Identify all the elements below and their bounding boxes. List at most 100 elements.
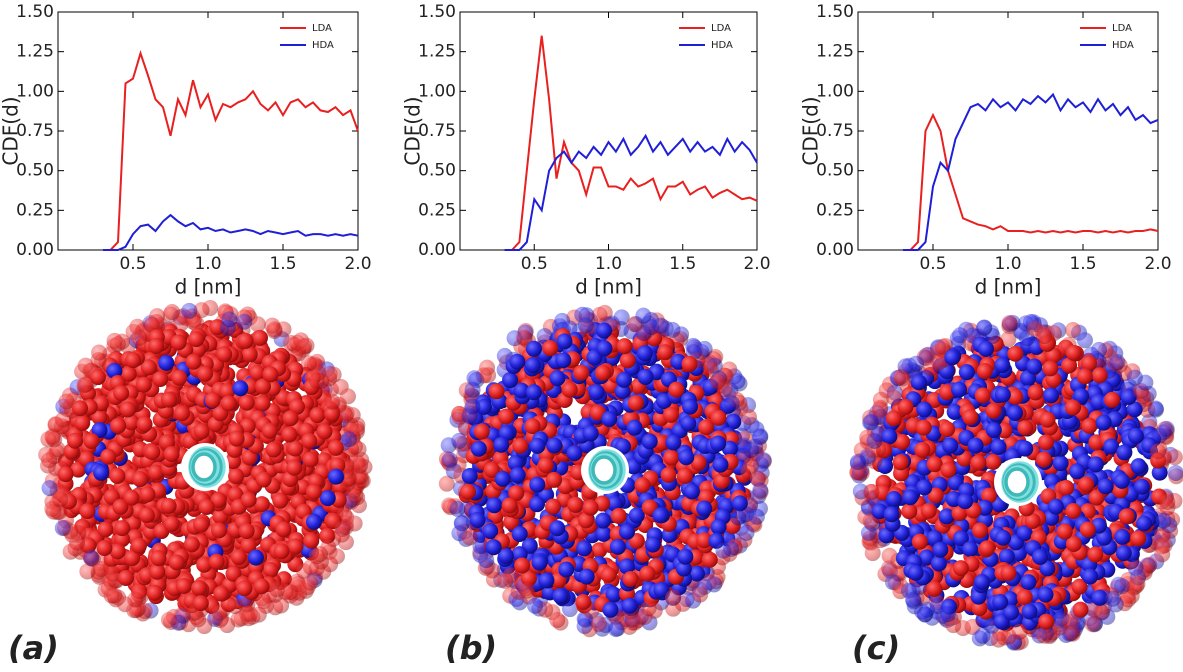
sphere xyxy=(282,584,298,600)
sphere xyxy=(1007,346,1023,362)
sphere xyxy=(974,574,990,590)
sphere xyxy=(326,367,342,383)
sphere xyxy=(710,373,726,389)
sphere xyxy=(489,383,505,399)
sphere xyxy=(462,529,478,545)
sphere xyxy=(188,331,204,347)
x-axis-label: d [nm] xyxy=(975,275,1042,299)
sphere xyxy=(986,422,1002,438)
x-tick-label: 1.0 xyxy=(194,254,221,274)
sphere xyxy=(886,390,902,406)
sphere xyxy=(992,594,1008,610)
sphere xyxy=(665,589,681,605)
x-tick-label: 1.5 xyxy=(669,254,696,274)
sphere xyxy=(978,341,994,357)
y-tick-label: 0.00 xyxy=(418,240,456,260)
sphere xyxy=(711,519,727,535)
sphere xyxy=(312,546,328,562)
sphere xyxy=(266,321,282,337)
sphere xyxy=(1002,315,1018,331)
y-tick-label: 1.50 xyxy=(16,2,54,22)
y-axis-label: CDF(d) xyxy=(0,96,23,165)
sphere xyxy=(977,363,993,379)
sphere xyxy=(100,449,116,465)
sphere xyxy=(617,338,633,354)
sphere xyxy=(137,416,153,432)
sphere xyxy=(665,434,681,450)
sphere xyxy=(242,346,258,362)
sphere xyxy=(542,340,558,356)
sphere xyxy=(931,555,947,571)
sphere xyxy=(850,454,866,470)
sphere xyxy=(538,457,554,473)
sphere xyxy=(970,455,986,471)
sphere xyxy=(1128,428,1144,444)
sphere xyxy=(303,533,319,549)
sphere xyxy=(932,542,948,558)
x-tick-label: 0.5 xyxy=(919,254,946,274)
sphere xyxy=(1087,546,1103,562)
data-line xyxy=(903,95,1158,251)
sphere xyxy=(161,392,177,408)
sphere xyxy=(678,449,694,465)
sphere xyxy=(642,433,658,449)
sphere xyxy=(692,587,708,603)
sphere xyxy=(302,575,318,591)
sphere xyxy=(509,354,525,370)
sphere xyxy=(677,549,693,565)
sphere xyxy=(583,425,599,441)
sphere xyxy=(149,564,165,580)
sphere xyxy=(1150,443,1166,459)
legend-label: LDA xyxy=(312,23,332,34)
sphere xyxy=(596,323,612,339)
sphere xyxy=(79,503,95,519)
sphere xyxy=(881,428,897,444)
x-axis-label: d [nm] xyxy=(575,275,642,299)
sphere xyxy=(502,498,518,514)
x-tick-label: 0.5 xyxy=(521,254,548,274)
sphere xyxy=(626,420,642,436)
sphere xyxy=(752,429,768,445)
y-axis-label: CDF(d) xyxy=(401,96,425,165)
sphere xyxy=(1085,616,1101,632)
sphere xyxy=(465,382,481,398)
sphere xyxy=(251,607,267,623)
sphere xyxy=(741,409,757,425)
sphere xyxy=(287,440,303,456)
sphere xyxy=(139,486,155,502)
sphere xyxy=(1082,418,1098,434)
sphere xyxy=(303,452,319,468)
sphere xyxy=(216,346,232,362)
molecule-disc xyxy=(439,305,772,637)
sphere xyxy=(1000,565,1016,581)
sphere xyxy=(529,438,545,454)
sphere xyxy=(1077,368,1093,384)
sphere xyxy=(158,355,174,371)
sphere xyxy=(661,467,677,483)
sphere xyxy=(577,618,593,634)
sphere xyxy=(91,345,107,361)
sphere xyxy=(558,562,574,578)
sphere xyxy=(529,496,545,512)
sphere xyxy=(546,472,562,488)
data-line xyxy=(903,115,1158,250)
sphere xyxy=(749,509,765,525)
sphere xyxy=(221,395,237,411)
sphere xyxy=(301,433,317,449)
sphere xyxy=(601,567,617,583)
sphere xyxy=(1036,628,1052,644)
sphere xyxy=(1036,452,1052,468)
sphere xyxy=(1017,420,1033,436)
sphere xyxy=(712,457,728,473)
sphere xyxy=(132,471,148,487)
sphere xyxy=(1127,370,1143,386)
sphere xyxy=(118,570,134,586)
sphere xyxy=(653,318,669,334)
legend-label: LDA xyxy=(711,23,731,34)
sphere xyxy=(702,552,718,568)
sphere xyxy=(546,438,562,454)
sphere xyxy=(469,512,485,528)
sphere xyxy=(164,446,180,462)
sphere xyxy=(893,454,909,470)
